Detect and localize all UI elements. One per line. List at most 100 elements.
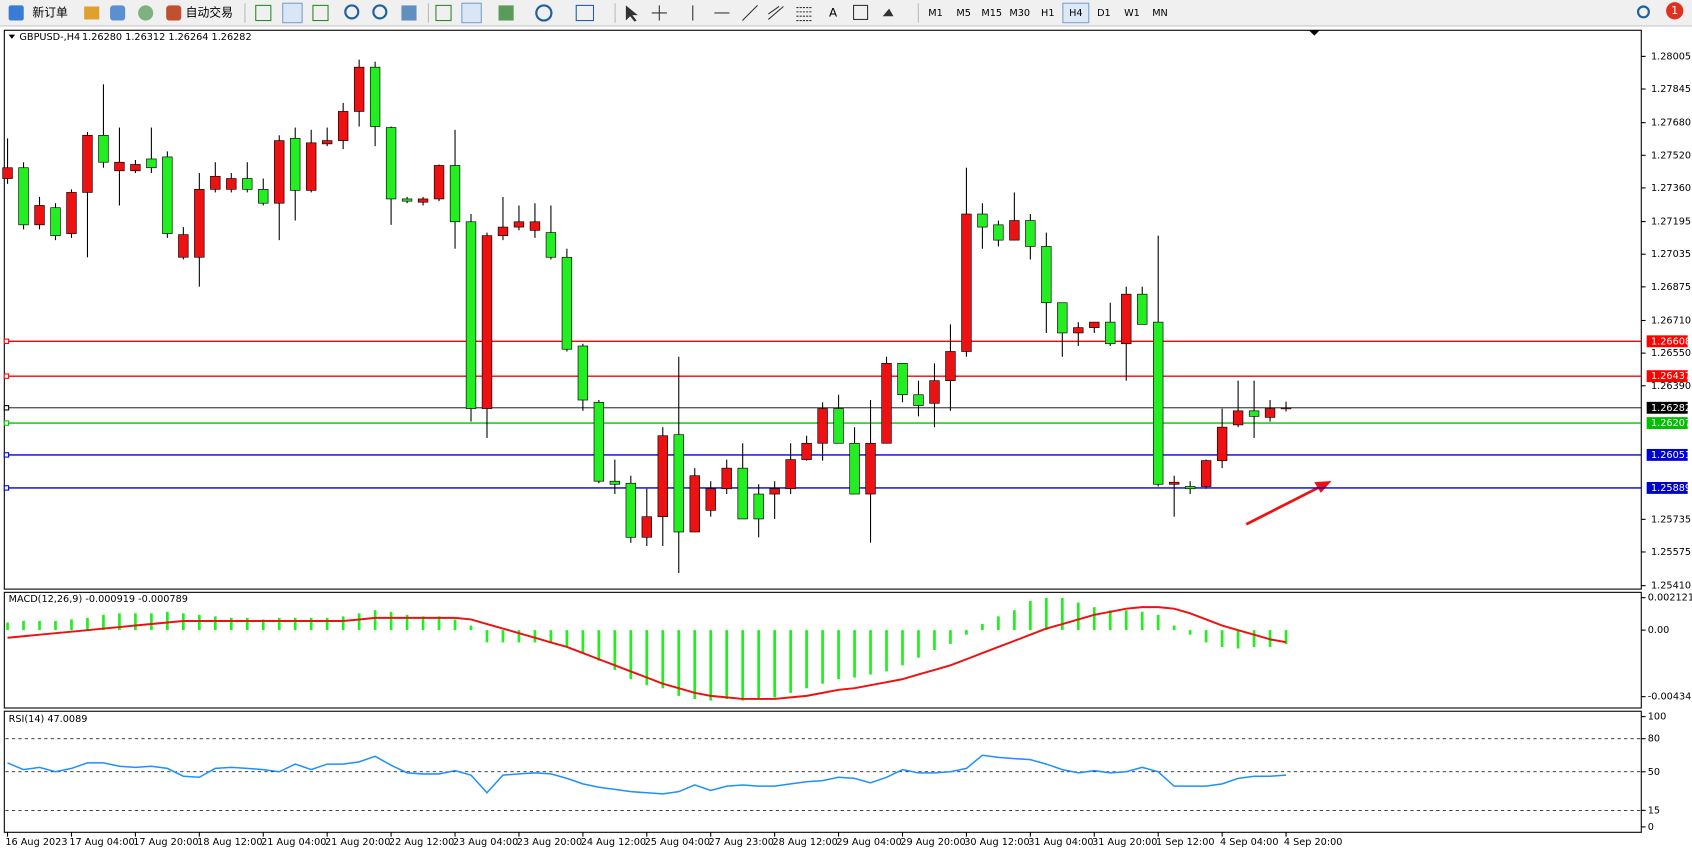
candle-body (529, 221, 541, 231)
candle-body (290, 138, 301, 191)
tile-icon[interactable] (401, 5, 417, 21)
templates-icon[interactable] (575, 4, 595, 22)
indicators-icon[interactable] (498, 5, 514, 21)
new-order-button[interactable]: 新订单 (32, 5, 68, 19)
icon[interactable] (110, 5, 126, 21)
icon[interactable] (84, 6, 100, 20)
candle-body (1169, 481, 1180, 485)
candle-body (1216, 426, 1228, 461)
symbol-marker (8, 34, 16, 39)
y-tick-label: 50 (1648, 767, 1660, 778)
y-tick-label: 80 (1648, 734, 1660, 745)
candle-body (98, 134, 109, 163)
notification-count: 1 (1671, 4, 1678, 17)
arrows-tool[interactable] (882, 8, 894, 17)
x-tick-label: 23 Aug 20:00 (517, 837, 582, 848)
y-tick-label: 1.27520 (1651, 150, 1691, 161)
y-tick-label: 0.002121 (1648, 593, 1692, 604)
auto-trading-button[interactable]: 自动交易 (186, 5, 233, 19)
trendline-icon[interactable] (742, 5, 758, 21)
candle-body (801, 442, 812, 460)
x-tick-label: 21 Aug 20:00 (325, 837, 390, 848)
rsi-line (7, 754, 1287, 795)
x-tick-label: 18 Aug 12:00 (197, 837, 262, 848)
macd-label: MACD(12,26,9) -0.000919 -0.000789 (9, 594, 188, 605)
candle-body (178, 234, 189, 258)
search-icon[interactable] (1636, 5, 1650, 19)
candle-body (34, 205, 45, 226)
annotation-arrow (1245, 484, 1324, 526)
zoom-in-icon[interactable] (344, 4, 360, 20)
timeframe-button[interactable]: M1 (928, 8, 943, 19)
x-tick-label: 4 Sep 20:00 (1284, 837, 1343, 848)
candle-body (210, 175, 221, 190)
level-handle (3, 405, 10, 411)
y-tick-label: 1.25410 (1651, 581, 1691, 592)
candle-body (385, 127, 397, 200)
level-handle (3, 373, 10, 379)
candle-body (274, 140, 285, 204)
candle-body (18, 167, 29, 226)
candle-body (673, 434, 684, 533)
candle-body (433, 165, 445, 200)
candle-body (561, 256, 573, 350)
candle-body (162, 156, 173, 234)
timeframe-button[interactable]: M15 (981, 8, 1002, 19)
y-tick-label: 0 (1648, 822, 1654, 833)
timeframe-button[interactable]: M30 (1009, 8, 1030, 19)
candle-body (737, 467, 748, 520)
y-tick-label: 1.25575 (1651, 547, 1691, 558)
candle-body (593, 401, 605, 482)
zoom-out-icon[interactable] (372, 4, 388, 20)
candle-body (130, 164, 141, 172)
periods-icon[interactable] (535, 4, 553, 22)
timeframe-button[interactable]: MN (1152, 8, 1168, 19)
macd-signal (7, 606, 1287, 700)
level-tag (1646, 335, 1688, 348)
y-tick-label: 15 (1648, 805, 1660, 816)
timeframe-button[interactable]: D1 (1097, 8, 1111, 19)
notification-badge[interactable] (1666, 2, 1684, 20)
candle-body (1248, 410, 1260, 417)
candle-body (1137, 293, 1148, 325)
fibo-icon[interactable] (796, 7, 812, 22)
candle-body (369, 66, 381, 127)
x-tick-label: 23 Aug 04:00 (453, 837, 518, 848)
quote-label: 1.26280 1.26312 1.26264 1.26282 (82, 32, 252, 43)
label-tool[interactable] (853, 4, 869, 20)
x-tick-label: 31 Aug 20:00 (1092, 837, 1157, 848)
text-tool[interactable]: A (829, 5, 838, 19)
x-tick-label: 21 Aug 04:00 (261, 837, 326, 848)
new-order-icon[interactable] (8, 5, 24, 21)
auto-trading-icon[interactable] (166, 5, 182, 21)
x-tick-label: 25 Aug 04:00 (645, 837, 710, 848)
autoscroll-icon[interactable] (461, 2, 482, 24)
channel-icon[interactable] (767, 6, 784, 20)
candle-chart-icon[interactable] (282, 2, 303, 24)
candle-body (1264, 408, 1276, 418)
icon[interactable] (138, 5, 154, 21)
level-handle (3, 420, 10, 426)
candle-body (849, 442, 860, 495)
timeframe-button[interactable]: H1 (1041, 8, 1054, 19)
candle-body (705, 488, 716, 511)
x-tick-label: 29 Aug 04:00 (836, 837, 901, 848)
candle-body (226, 178, 237, 190)
crosshair-icon[interactable] (651, 5, 667, 21)
timeframe-button[interactable]: H4 (1069, 8, 1082, 19)
candle-body (945, 351, 956, 381)
line-chart-icon[interactable] (312, 4, 329, 22)
timeframe-button[interactable]: W1 (1124, 8, 1140, 19)
candle-body (1073, 327, 1084, 334)
y-tick-label: 1.26710 (1651, 315, 1691, 326)
x-tick-label: 16 Aug 2023 (5, 837, 67, 848)
timeframe-button[interactable]: M5 (956, 8, 971, 19)
candle-body (1041, 246, 1052, 304)
level-label: 1.26051 (1651, 450, 1691, 461)
bar-chart-icon[interactable] (255, 4, 272, 22)
cursor-icon[interactable] (625, 5, 638, 22)
x-tick-label: 17 Aug 04:00 (69, 837, 134, 848)
scroll-icon[interactable] (435, 4, 452, 22)
